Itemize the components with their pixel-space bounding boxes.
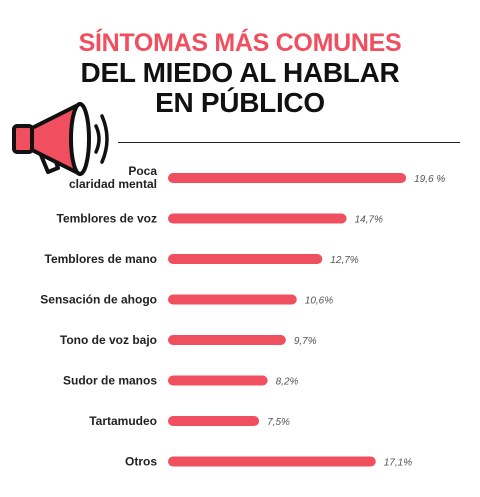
bar — [168, 416, 260, 426]
value-label: 19,6 % — [414, 174, 445, 185]
bar — [168, 294, 297, 305]
category-label: Sensación de ahogo — [40, 293, 157, 307]
category-label-line: Temblores de mano — [45, 252, 157, 266]
bar — [168, 213, 347, 224]
category-label-line: Tartamudeo — [89, 414, 157, 428]
category-label: Poca claridad mental — [69, 164, 157, 191]
title-line-2: DEL MIEDO AL HABLAR — [80, 57, 400, 88]
value-label: 7,5% — [267, 417, 290, 428]
divider-line — [118, 142, 460, 143]
bar — [168, 254, 323, 264]
bar — [168, 173, 407, 183]
category-label-line: Sensación de ahogo — [40, 293, 157, 307]
bar-chart: Poca claridad mental 19,6 % Temblores de vo… — [40, 164, 445, 469]
value-label: 8,2% — [276, 377, 299, 388]
title-line-1: SÍNTOMAS MÁS COMUNES — [78, 29, 402, 57]
category-label-line: Otros — [125, 455, 157, 469]
category-label-line: Poca — [128, 164, 157, 178]
value-label: 12,7% — [330, 255, 358, 266]
category-label-line: Sudor de manos — [63, 374, 157, 388]
value-label: 10,6% — [305, 296, 333, 307]
category-label: Tono de voz bajo — [60, 333, 157, 347]
chart-title: SÍNTOMAS MÁS COMUNES DEL MIEDO AL HABLAR… — [0, 28, 480, 118]
category-label-line: claridad mental — [69, 177, 157, 191]
category-label-line: Temblores de voz — [57, 212, 157, 226]
megaphone-icon — [12, 102, 109, 176]
category-label: Otros — [125, 455, 157, 469]
category-label: Temblores de mano — [45, 252, 157, 266]
bar — [168, 375, 268, 386]
category-label-line: Tono de voz bajo — [60, 333, 157, 347]
bar — [168, 456, 376, 467]
category-label: Temblores de voz — [57, 212, 157, 226]
value-label: 14,7% — [355, 215, 383, 226]
title-line-3: EN PÚBLICO — [155, 87, 325, 118]
value-label: 17,1% — [384, 458, 412, 469]
category-label: Tartamudeo — [89, 414, 157, 428]
value-label: 9,7% — [294, 336, 317, 347]
category-label: Sudor de manos — [63, 374, 157, 388]
bar — [168, 335, 286, 345]
